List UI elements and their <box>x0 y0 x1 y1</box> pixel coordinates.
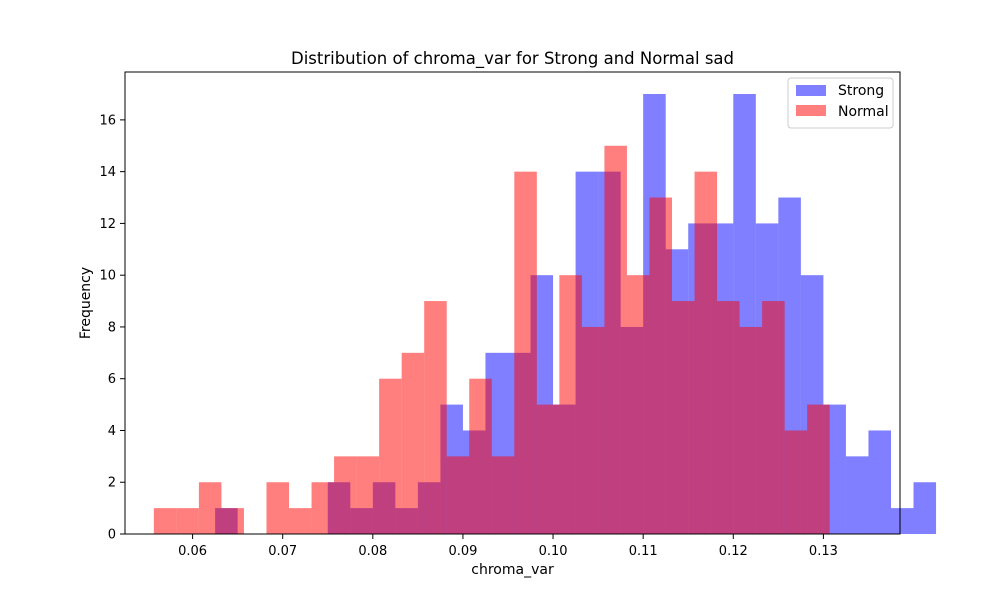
normal-bar <box>311 482 335 534</box>
y-tick-label: 8 <box>108 320 116 335</box>
x-tick-label: 0.13 <box>809 544 838 559</box>
normal-bar <box>739 326 763 534</box>
normal-bar <box>784 430 808 534</box>
normal-bar <box>266 482 290 534</box>
normal-bar <box>536 404 560 534</box>
normal-bar <box>401 352 425 534</box>
x-tick-label: 0.08 <box>358 544 387 559</box>
x-axis-ticks: 0.06 0.07 0.08 0.09 0.10 0.11 0.12 0.13 <box>178 534 838 559</box>
y-tick-label: 16 <box>99 113 116 128</box>
normal-bar <box>581 326 605 534</box>
normal-bar <box>694 171 718 534</box>
normal-bar <box>717 301 740 534</box>
normal-bar <box>153 508 177 534</box>
y-tick-label: 0 <box>108 528 116 543</box>
y-tick-label: 14 <box>99 165 116 180</box>
y-axis-ticks: 0 2 4 6 8 10 12 14 16 <box>99 113 125 543</box>
x-tick-label: 0.11 <box>629 544 658 559</box>
normal-bar <box>356 456 380 534</box>
y-tick-label: 12 <box>99 217 116 232</box>
normal-bar <box>334 456 357 534</box>
y-tick-label: 6 <box>108 372 116 387</box>
normal-bar <box>289 508 312 534</box>
normal-bar <box>424 301 447 534</box>
legend-label-strong: Strong <box>838 83 884 99</box>
x-tick-label: 0.07 <box>268 544 297 559</box>
y-tick-label: 10 <box>99 269 116 284</box>
normal-bar <box>807 404 830 534</box>
normal-bar <box>559 275 582 534</box>
normal-bar <box>221 508 244 534</box>
normal-bar <box>514 171 537 534</box>
y-axis-label: Frequency <box>78 267 94 339</box>
normal-bar <box>626 275 650 534</box>
normal-bar <box>491 456 515 534</box>
strong-bar <box>913 482 937 534</box>
x-tick-label: 0.06 <box>178 544 207 559</box>
x-tick-label: 0.09 <box>448 544 477 559</box>
y-tick-label: 2 <box>108 476 116 491</box>
normal-bar <box>176 508 199 534</box>
x-tick-label: 0.10 <box>539 544 568 559</box>
legend-swatch-strong <box>796 85 826 96</box>
normal-bar <box>469 378 492 534</box>
axes-frame <box>124 71 901 535</box>
legend: Strong Normal <box>787 77 894 129</box>
normal-bar <box>672 301 695 534</box>
x-tick-label: 0.12 <box>719 544 748 559</box>
normal-bar <box>446 456 470 534</box>
normal-bar <box>604 145 627 534</box>
normal-bar <box>649 197 673 534</box>
normal-bar <box>379 378 402 534</box>
y-tick-label: 4 <box>108 424 116 439</box>
legend-swatch-normal <box>796 105 826 116</box>
normal-bar <box>198 482 222 534</box>
strong-bar <box>868 430 891 534</box>
legend-label-normal: Normal <box>838 104 889 120</box>
strong-bar <box>890 508 914 534</box>
chart-title: Distribution of chroma_var for Strong an… <box>291 49 734 69</box>
normal-bar <box>762 301 785 534</box>
normal-bars <box>153 145 830 534</box>
x-axis-label: chroma_var <box>471 562 554 578</box>
strong-bar <box>845 456 869 534</box>
